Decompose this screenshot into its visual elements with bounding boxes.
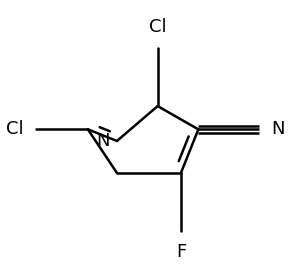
- Text: N: N: [271, 120, 285, 138]
- Text: N: N: [96, 132, 110, 150]
- Text: Cl: Cl: [149, 18, 167, 36]
- Text: Cl: Cl: [6, 120, 24, 138]
- Text: F: F: [176, 243, 186, 261]
